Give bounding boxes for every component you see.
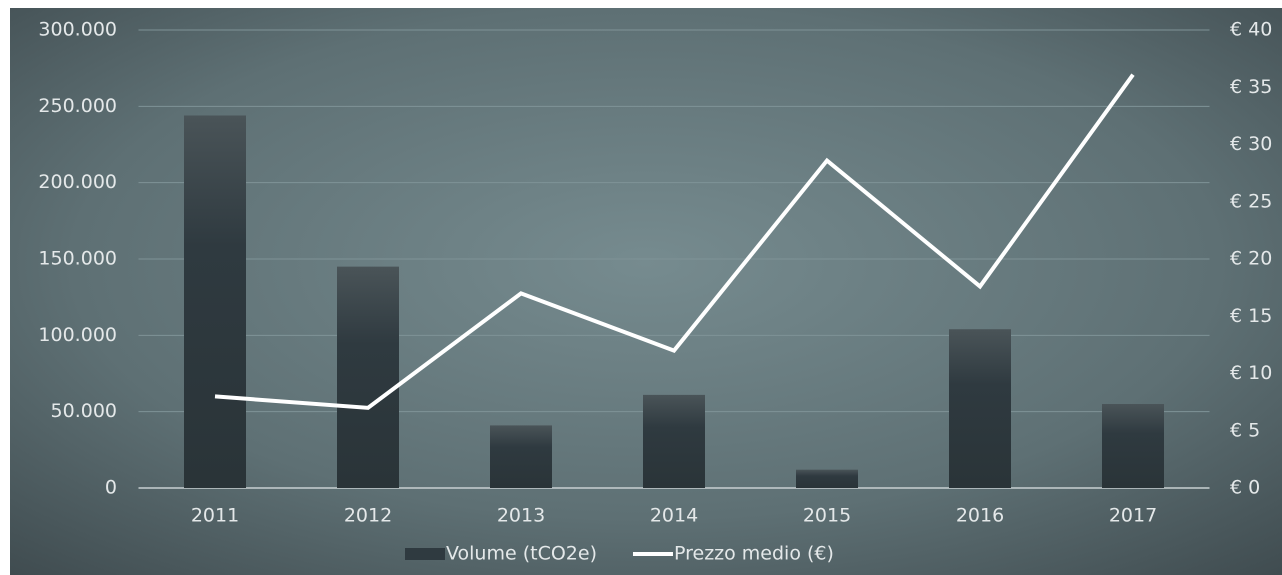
legend-label: Prezzo medio (€): [674, 543, 834, 565]
y2-tick-label: € 10: [1230, 362, 1272, 384]
y-tick-label: 200.000: [38, 171, 117, 193]
x-tick-label: 2017: [1109, 505, 1157, 527]
bar: [1102, 404, 1164, 488]
x-tick-label: 2011: [191, 505, 239, 527]
bar: [337, 266, 399, 488]
y2-tick-label: € 5: [1230, 419, 1260, 441]
legend-label: Volume (tCO2e): [446, 543, 597, 565]
x-tick-label: 2012: [344, 505, 392, 527]
y-tick-label: 50.000: [51, 400, 117, 422]
x-tick-label: 2014: [650, 505, 698, 527]
y-tick-label: 0: [105, 477, 117, 499]
y2-tick-label: € 30: [1230, 133, 1272, 155]
line: [214, 73, 1135, 410]
y2-tick-label: € 35: [1230, 76, 1272, 98]
y2-tick-label: € 25: [1230, 190, 1272, 212]
bar: [184, 115, 246, 488]
y-tick-label: 150.000: [38, 248, 117, 270]
bar: [643, 394, 705, 488]
y2-tick-label: € 15: [1230, 305, 1272, 327]
x-tick-label: 2015: [803, 505, 851, 527]
bar: [949, 329, 1011, 488]
y-tick-label: 300.000: [38, 19, 117, 41]
x-tick-label: 2016: [956, 505, 1004, 527]
y-tick-label: 100.000: [38, 324, 117, 346]
legend-swatch: [405, 548, 445, 560]
y2-tick-label: € 0: [1230, 477, 1260, 499]
bar: [490, 425, 552, 488]
x-tick-label: 2013: [497, 505, 545, 527]
y2-tick-label: € 40: [1230, 19, 1272, 41]
bar: [796, 469, 858, 488]
y2-tick-label: € 20: [1230, 248, 1272, 270]
y-tick-label: 250.000: [38, 95, 117, 117]
